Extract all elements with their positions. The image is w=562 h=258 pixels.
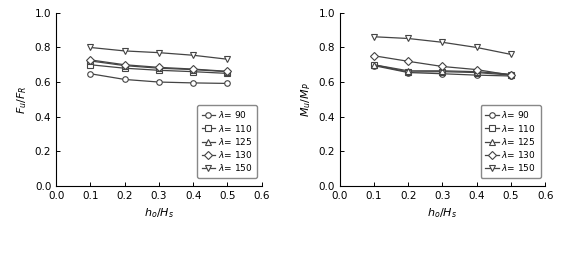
- $\lambda$= 130: [370, 54, 377, 57]
- $\lambda$= 110: [370, 63, 377, 66]
- $\lambda$= 125: [121, 64, 128, 67]
- $\lambda$= 110: [190, 70, 197, 73]
- $\lambda$= 130: [507, 74, 514, 77]
- Line: $\lambda$= 130: $\lambda$= 130: [371, 53, 514, 78]
- X-axis label: $h_o/H_s$: $h_o/H_s$: [144, 206, 174, 220]
- Line: $\lambda$= 130: $\lambda$= 130: [88, 57, 230, 74]
- $\lambda$= 110: [507, 74, 514, 77]
- $\lambda$= 90: [370, 64, 377, 67]
- $\lambda$= 110: [121, 67, 128, 70]
- $\lambda$= 125: [473, 70, 480, 73]
- $\lambda$= 110: [439, 70, 446, 73]
- $\lambda$= 150: [156, 51, 162, 54]
- $\lambda$= 110: [156, 69, 162, 72]
- $\lambda$= 125: [87, 59, 94, 62]
- $\lambda$= 130: [224, 70, 231, 73]
- $\lambda$= 150: [473, 46, 480, 49]
- $\lambda$= 130: [439, 65, 446, 68]
- $\lambda$= 150: [507, 53, 514, 56]
- Line: $\lambda$= 90: $\lambda$= 90: [371, 63, 514, 79]
- $\lambda$= 110: [224, 72, 231, 75]
- $\lambda$= 110: [405, 70, 411, 74]
- $\lambda$= 150: [405, 37, 411, 40]
- $\lambda$= 90: [87, 72, 94, 75]
- $\lambda$= 130: [156, 66, 162, 69]
- $\lambda$= 90: [190, 81, 197, 84]
- Line: $\lambda$= 110: $\lambda$= 110: [88, 62, 230, 76]
- $\lambda$= 125: [190, 68, 197, 71]
- $\lambda$= 125: [224, 70, 231, 73]
- $\lambda$= 125: [370, 63, 377, 66]
- $\lambda$= 125: [405, 69, 411, 72]
- $\lambda$= 125: [439, 69, 446, 72]
- Y-axis label: $M_u/M_P$: $M_u/M_P$: [299, 82, 313, 117]
- $\lambda$= 90: [507, 75, 514, 78]
- $\lambda$= 150: [370, 35, 377, 38]
- $\lambda$= 90: [473, 74, 480, 77]
- Line: $\lambda$= 125: $\lambda$= 125: [371, 62, 514, 77]
- $\lambda$= 150: [87, 46, 94, 49]
- Y-axis label: $F_u/F_R$: $F_u/F_R$: [16, 85, 29, 114]
- Legend: $\lambda$= 90, $\lambda$= 110, $\lambda$= 125, $\lambda$= 130, $\lambda$= 150: $\lambda$= 90, $\lambda$= 110, $\lambda$…: [197, 105, 257, 178]
- Line: $\lambda$= 110: $\lambda$= 110: [371, 62, 514, 78]
- $\lambda$= 130: [473, 68, 480, 71]
- $\lambda$= 130: [405, 60, 411, 63]
- $\lambda$= 90: [405, 71, 411, 74]
- $\lambda$= 130: [121, 63, 128, 66]
- $\lambda$= 110: [473, 71, 480, 74]
- $\lambda$= 150: [439, 41, 446, 44]
- Line: $\lambda$= 150: $\lambda$= 150: [371, 34, 514, 57]
- $\lambda$= 130: [87, 58, 94, 61]
- $\lambda$= 90: [156, 80, 162, 84]
- $\lambda$= 90: [439, 72, 446, 75]
- $\lambda$= 90: [121, 78, 128, 81]
- $\lambda$= 125: [507, 73, 514, 76]
- $\lambda$= 150: [121, 49, 128, 52]
- $\lambda$= 150: [224, 58, 231, 61]
- Line: $\lambda$= 125: $\lambda$= 125: [88, 58, 230, 75]
- $\lambda$= 150: [190, 54, 197, 57]
- $\lambda$= 90: [224, 82, 231, 85]
- $\lambda$= 130: [190, 68, 197, 71]
- X-axis label: $h_o/H_s$: $h_o/H_s$: [427, 206, 457, 220]
- Line: $\lambda$= 90: $\lambda$= 90: [88, 71, 230, 86]
- Line: $\lambda$= 150: $\lambda$= 150: [88, 45, 230, 62]
- $\lambda$= 125: [156, 67, 162, 70]
- $\lambda$= 110: [87, 63, 94, 66]
- Legend: $\lambda$= 90, $\lambda$= 110, $\lambda$= 125, $\lambda$= 130, $\lambda$= 150: $\lambda$= 90, $\lambda$= 110, $\lambda$…: [481, 105, 541, 178]
